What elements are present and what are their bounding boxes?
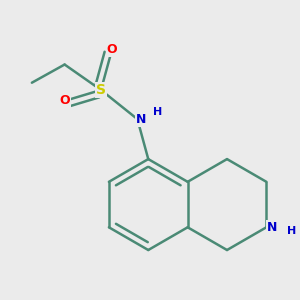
Text: O: O: [106, 44, 117, 56]
Text: N: N: [136, 112, 146, 126]
Text: O: O: [59, 94, 70, 107]
Text: S: S: [96, 83, 106, 97]
Text: H: H: [287, 226, 296, 236]
Text: H: H: [153, 107, 162, 117]
Text: N: N: [267, 221, 277, 234]
